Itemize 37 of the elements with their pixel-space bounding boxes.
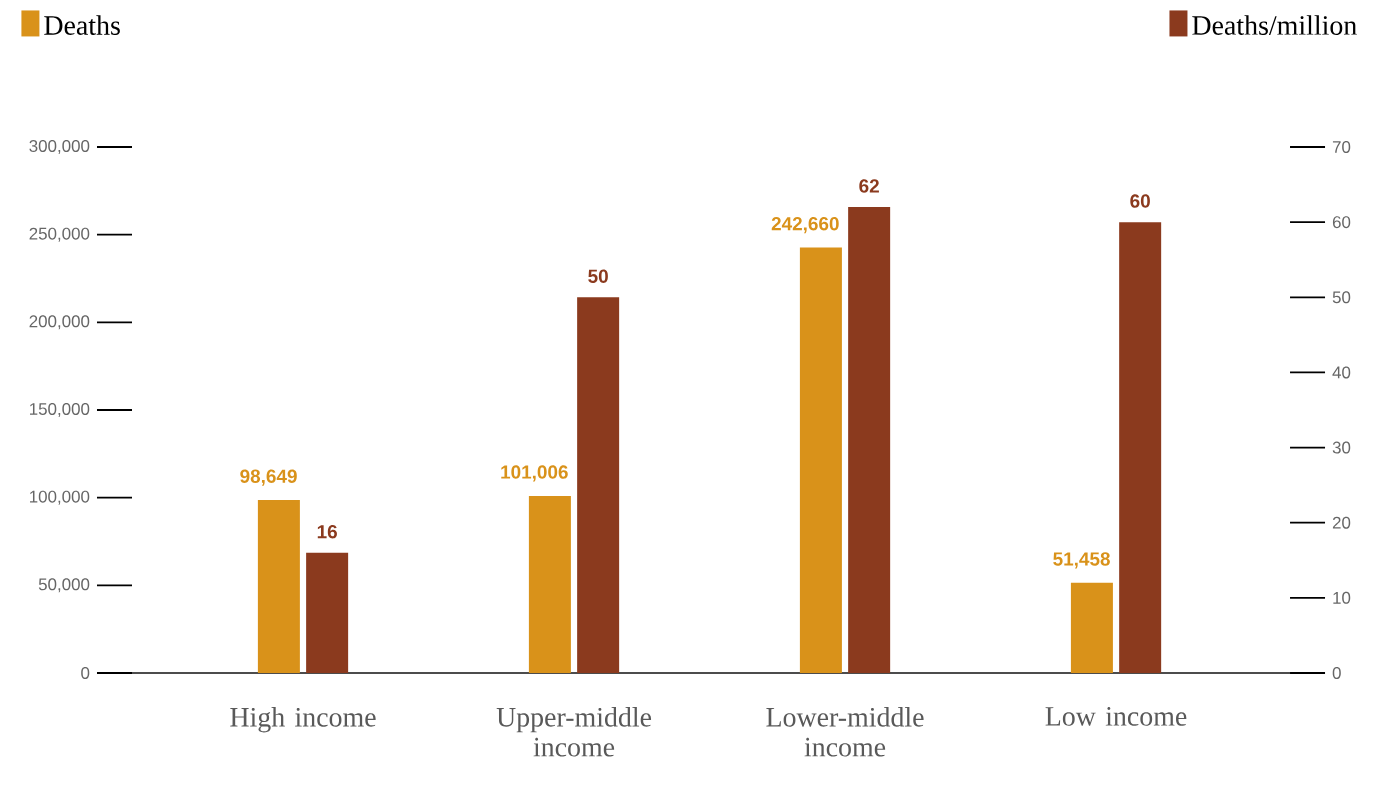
bar [257, 500, 300, 673]
y2-tick-label: 70 [1332, 141, 1351, 153]
y-tick-label: 200,000 [29, 315, 90, 330]
bar [799, 247, 842, 673]
bar [848, 207, 891, 673]
y2-tick-label: 50 [1332, 291, 1351, 304]
x-tick-label: Upper-middle income [496, 707, 652, 757]
y2-tick-label: 20 [1332, 516, 1351, 529]
y-tick-label: 250,000 [29, 227, 90, 242]
x-tick-label: Lower-middle income [766, 707, 924, 757]
y-tick-label: 300,000 [29, 140, 90, 154]
data-label: 101,006 [501, 465, 568, 482]
bar [1119, 222, 1162, 673]
y-tick-label: 50,000 [38, 578, 90, 593]
bar [306, 552, 349, 673]
bar [528, 495, 571, 673]
bar [1070, 582, 1113, 673]
legend-label: Deaths/million [1192, 15, 1357, 35]
data-label: 242,660 [771, 216, 839, 234]
data-label: 51,458 [1053, 552, 1110, 569]
y2-tick-label: 60 [1332, 216, 1351, 229]
y-tick-label: 100,000 [30, 490, 90, 505]
x-tick-label: High income [230, 707, 376, 733]
data-label: 50 [588, 269, 608, 283]
legend-label: Deaths [44, 15, 120, 35]
data-label: 98,649 [240, 469, 297, 486]
x-tick-label: Low income [1045, 707, 1187, 726]
data-label: 16 [317, 524, 337, 539]
y-tick-label: 0 [81, 667, 90, 679]
bar [577, 297, 620, 673]
y2-tick-label: 10 [1333, 591, 1351, 604]
data-label: 60 [1130, 194, 1150, 208]
data-label: 62 [859, 179, 879, 193]
y2-tick-label: 30 [1332, 441, 1351, 454]
y-tick-label: 150,000 [30, 403, 90, 417]
y2-tick-label: 40 [1332, 366, 1351, 379]
y2-tick-label: 0 [1332, 667, 1341, 679]
